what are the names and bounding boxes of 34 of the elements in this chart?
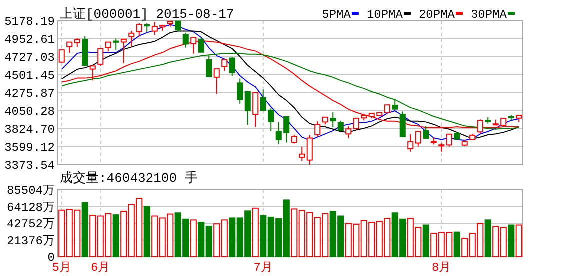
y-tick-label: 4501.45: [4, 69, 55, 83]
y-tick-label: 21376万: [6, 234, 55, 248]
x-tick-label: 7月: [254, 261, 273, 275]
y-tick-label: 5178.19: [4, 15, 55, 29]
x-tick-label: 8月: [432, 261, 452, 275]
legend-label: 20PMA: [418, 8, 456, 22]
legend-label: 30PMA: [470, 8, 508, 22]
y-tick-label: 85504万: [6, 184, 55, 198]
y-tick-label: 3824.70: [4, 123, 55, 137]
y-tick-label: 0: [48, 251, 55, 265]
y-tick-label: 4952.61: [4, 33, 55, 47]
legend-label: 10PMA: [366, 8, 404, 22]
bar: [252, 208, 259, 258]
y-tick-label: 3599.12: [4, 141, 55, 155]
y-tick-label: 4050.28: [4, 105, 55, 119]
bar: [508, 224, 515, 258]
chart-title: 成交量:460432100 手: [60, 170, 198, 186]
bar: [484, 220, 492, 258]
x-tick-label: 6月: [91, 261, 110, 275]
bar: [422, 224, 430, 258]
chart-title: 上证[000001] 2015-08-17: [60, 7, 234, 22]
y-tick-label: 64128万: [6, 200, 55, 215]
y-tick-label: 4275.87: [4, 87, 55, 101]
bar: [516, 224, 522, 258]
x-tick-label: 5月: [52, 261, 72, 275]
bar: [112, 214, 120, 258]
bar: [82, 202, 88, 258]
bar: [144, 206, 150, 258]
legend-label: 5PMA: [322, 8, 352, 22]
y-tick-label: 42752万: [6, 218, 55, 232]
bar: [454, 232, 460, 258]
y-tick-label: 3373.54: [4, 159, 55, 173]
bar: [190, 220, 197, 258]
y-tick-label: 4727.03: [4, 51, 55, 65]
